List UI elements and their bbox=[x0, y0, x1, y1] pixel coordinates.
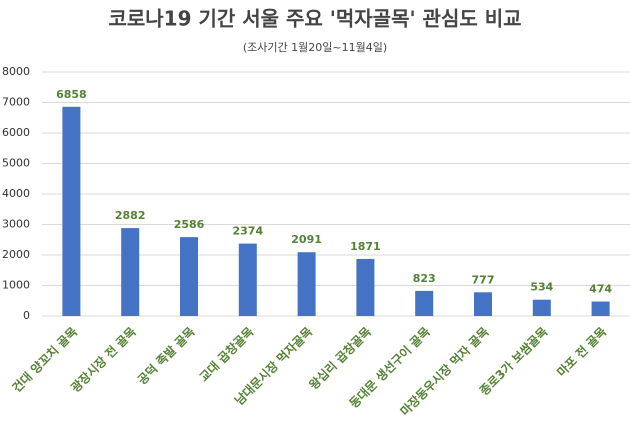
bar bbox=[62, 106, 81, 317]
data-label: 2882 bbox=[115, 209, 146, 222]
bar bbox=[415, 290, 434, 316]
bar bbox=[591, 301, 610, 316]
bar bbox=[121, 228, 140, 316]
x-tick-label: 마포 전 골목 bbox=[554, 324, 610, 380]
bar bbox=[356, 258, 375, 316]
data-label: 777 bbox=[472, 273, 495, 286]
bar bbox=[180, 237, 198, 316]
bar bbox=[474, 292, 492, 316]
x-tick-label: 왕십리 곱창골목 bbox=[306, 324, 374, 392]
bar bbox=[297, 252, 316, 316]
y-tick-label: 8000 bbox=[2, 65, 30, 78]
data-label: 1871 bbox=[350, 240, 381, 253]
bar bbox=[238, 243, 257, 316]
x-tick-label: 공덕 족발 골목 bbox=[134, 324, 197, 387]
x-tick-label: 교대 곱창골목 bbox=[196, 324, 256, 384]
data-label: 474 bbox=[589, 283, 612, 296]
chart-subtitle: (조사기간 1월20일~11월4일) bbox=[243, 40, 387, 54]
y-tick-label: 5000 bbox=[2, 157, 30, 170]
y-tick-label: 3000 bbox=[2, 218, 30, 231]
data-label: 823 bbox=[413, 272, 436, 285]
y-tick-label: 4000 bbox=[2, 187, 30, 200]
y-tick-label: 0 bbox=[23, 309, 30, 322]
data-label: 2091 bbox=[291, 233, 322, 246]
y-tick-label: 2000 bbox=[2, 248, 30, 261]
y-tick-label: 6000 bbox=[2, 126, 30, 139]
y-tick-label: 1000 bbox=[2, 279, 30, 292]
data-label: 6858 bbox=[56, 88, 87, 101]
data-label: 2586 bbox=[174, 218, 205, 231]
chart-title: 코로나19 기간 서울 주요 '먹자골목' 관심도 비교 bbox=[108, 7, 521, 31]
y-tick-label: 7000 bbox=[2, 96, 30, 109]
bar bbox=[532, 299, 551, 316]
data-label: 2374 bbox=[232, 225, 263, 238]
data-label: 534 bbox=[530, 281, 553, 294]
